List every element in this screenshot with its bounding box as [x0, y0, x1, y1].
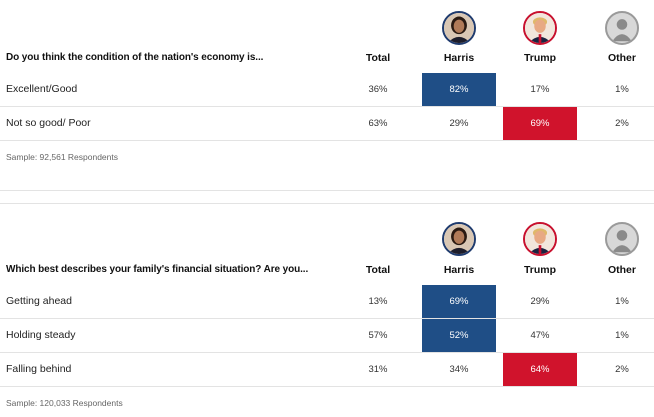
poll-question: Which best describes your family's finan… [6, 264, 309, 275]
table-row: Not so good/ Poor 63% 29% 69% 2% [0, 107, 654, 141]
row-label: Getting ahead [6, 295, 72, 307]
harris-avatar [429, 11, 489, 45]
cell-trump: 29% [530, 296, 550, 307]
row-label: Excellent/Good [6, 83, 78, 95]
cell-harris: 82% [422, 73, 496, 106]
sample-size: Sample: 120,033 Respondents [6, 398, 123, 408]
cell-trump: 17% [530, 84, 550, 95]
col-other: Other [607, 264, 636, 276]
col-harris: Harris [443, 52, 475, 64]
cell-trump: 47% [530, 330, 550, 341]
cell-total: 57% [368, 330, 388, 341]
trump-portrait-icon [523, 11, 557, 45]
poll-question: Do you think the condition of the nation… [6, 52, 264, 63]
cell-other: 1% [615, 330, 629, 341]
row-label: Holding steady [6, 329, 76, 341]
harris-avatar [429, 222, 489, 256]
harris-portrait-icon [442, 222, 476, 256]
cell-other: 2% [615, 364, 629, 375]
table-row: Excellent/Good 36% 82% 17% 1% [0, 73, 654, 107]
other-avatar [592, 11, 652, 45]
row-label: Not so good/ Poor [6, 117, 91, 129]
cell-other: 1% [615, 296, 629, 307]
col-total: Total [365, 52, 391, 64]
cell-harris: 52% [422, 319, 496, 352]
col-trump: Trump [523, 52, 557, 64]
col-other: Other [607, 52, 636, 64]
cell-total: 36% [368, 84, 388, 95]
section-divider [0, 203, 654, 204]
harris-portrait-icon [442, 11, 476, 45]
cell-harris: 69% [422, 285, 496, 318]
table-row: Falling behind 31% 34% 64% 2% [0, 353, 654, 387]
other-avatar [592, 222, 652, 256]
cell-total: 13% [368, 296, 388, 307]
trump-avatar [510, 11, 570, 45]
col-harris: Harris [443, 264, 475, 276]
cell-other: 2% [615, 118, 629, 129]
sample-size: Sample: 92,561 Respondents [6, 152, 118, 162]
cell-harris: 34% [449, 364, 469, 375]
row-label: Falling behind [6, 363, 72, 375]
person-placeholder-icon [605, 222, 639, 256]
cell-other: 1% [615, 84, 629, 95]
person-placeholder-icon [605, 11, 639, 45]
cell-trump: 64% [503, 353, 577, 386]
cell-harris: 29% [449, 118, 469, 129]
col-total: Total [365, 264, 391, 276]
section-divider [0, 190, 654, 191]
trump-avatar [510, 222, 570, 256]
cell-trump: 69% [503, 107, 577, 140]
table-row: Holding steady 57% 52% 47% 1% [0, 319, 654, 353]
trump-portrait-icon [523, 222, 557, 256]
cell-total: 63% [368, 118, 388, 129]
col-trump: Trump [523, 264, 557, 276]
cell-total: 31% [368, 364, 388, 375]
table-row: Getting ahead 13% 69% 29% 1% [0, 285, 654, 319]
